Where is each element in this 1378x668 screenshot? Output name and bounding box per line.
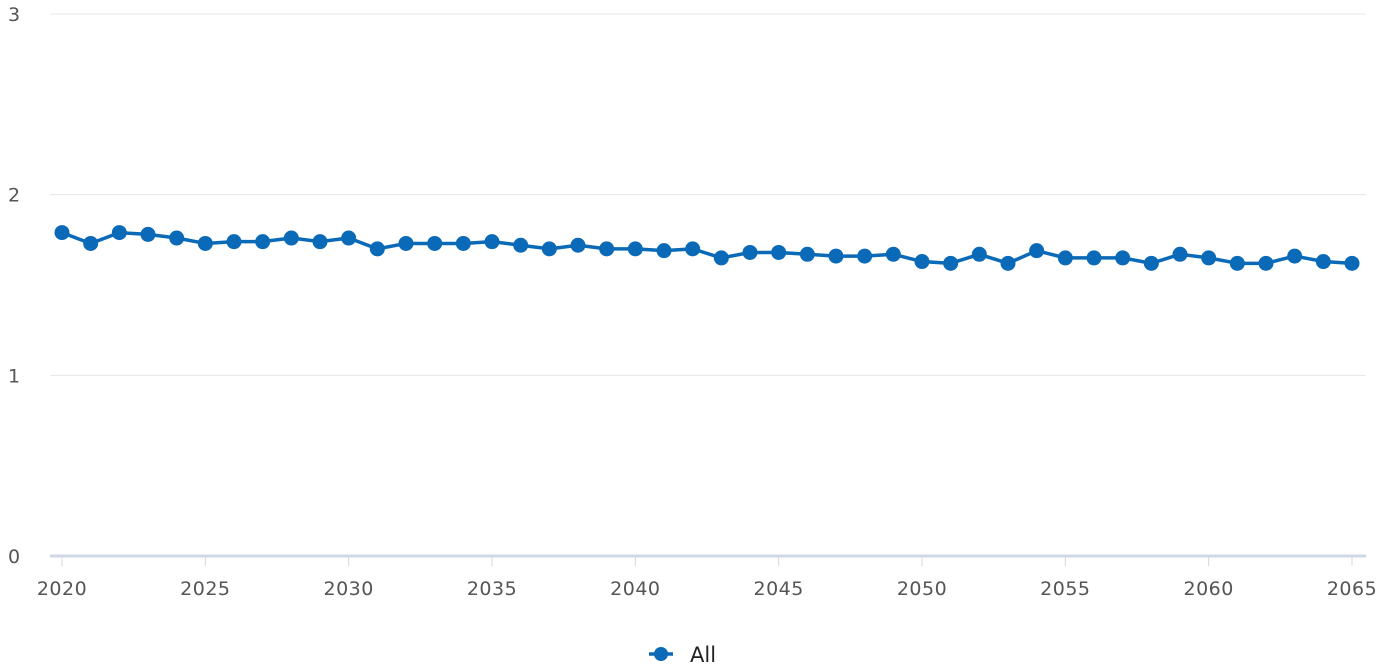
data-point-2049[interactable] [885, 246, 901, 262]
data-point-2045[interactable] [771, 244, 787, 260]
x-tick-label: 2060 [1183, 578, 1233, 600]
x-tick-label: 2025 [180, 578, 230, 600]
data-point-2020[interactable] [54, 225, 70, 241]
data-point-2052[interactable] [971, 246, 987, 262]
grid-lines [50, 13, 1366, 376]
data-point-2032[interactable] [398, 235, 414, 251]
data-point-2051[interactable] [943, 255, 959, 271]
data-point-2023[interactable] [140, 226, 156, 242]
data-point-2062[interactable] [1258, 255, 1274, 271]
x-tick-label: 2030 [323, 578, 373, 600]
data-point-2022[interactable] [111, 225, 127, 241]
data-point-2034[interactable] [455, 235, 471, 251]
series-layer [54, 225, 1360, 271]
data-point-2037[interactable] [541, 241, 557, 257]
data-point-2040[interactable] [627, 241, 643, 257]
data-point-2042[interactable] [685, 241, 701, 257]
data-point-2064[interactable] [1315, 254, 1331, 270]
data-point-2026[interactable] [226, 234, 242, 250]
data-point-2056[interactable] [1086, 250, 1102, 266]
data-point-2031[interactable] [369, 241, 385, 257]
data-point-2038[interactable] [570, 237, 586, 253]
data-point-2039[interactable] [599, 241, 615, 257]
data-point-2043[interactable] [713, 250, 729, 266]
data-point-2057[interactable] [1115, 250, 1131, 266]
data-point-2054[interactable] [1029, 243, 1045, 259]
series-line-0 [60, 230, 1354, 266]
data-point-2055[interactable] [1057, 250, 1073, 266]
data-point-2041[interactable] [656, 243, 672, 259]
data-point-2044[interactable] [742, 244, 758, 260]
data-point-2053[interactable] [1000, 255, 1016, 271]
data-point-2028[interactable] [283, 230, 299, 246]
x-tick-label: 2065 [1327, 578, 1377, 600]
data-point-2035[interactable] [484, 234, 500, 250]
data-point-2036[interactable] [513, 237, 529, 253]
legend-item-label[interactable]: All [690, 643, 716, 667]
data-point-2025[interactable] [197, 235, 213, 251]
data-point-2060[interactable] [1201, 250, 1217, 266]
legend-marker-symbol [654, 647, 668, 661]
data-point-2030[interactable] [341, 230, 357, 246]
data-point-2048[interactable] [857, 248, 873, 264]
y-tick-label: 3 [8, 4, 21, 26]
x-tick-label: 2020 [37, 578, 87, 600]
data-point-2063[interactable] [1287, 248, 1303, 264]
data-point-2027[interactable] [255, 234, 271, 250]
x-axis: 2020 2025 2030 2035 2040 2045 2050 2055 2060 2065 [37, 554, 1377, 600]
x-tick-label: 2040 [610, 578, 660, 600]
x-tick-label: 2055 [1040, 578, 1090, 600]
data-point-2065[interactable] [1344, 255, 1360, 271]
data-point-2029[interactable] [312, 234, 328, 250]
data-point-2024[interactable] [169, 230, 185, 246]
data-point-2050[interactable] [914, 254, 930, 270]
data-point-2046[interactable] [799, 246, 815, 262]
data-point-2033[interactable] [427, 235, 443, 251]
y-tick-label: 0 [8, 546, 21, 568]
x-tick-label: 2050 [897, 578, 947, 600]
legend[interactable]: All [649, 643, 716, 667]
data-point-2059[interactable] [1172, 246, 1188, 262]
y-axis: 0 1 2 3 [8, 4, 21, 568]
data-point-2047[interactable] [828, 248, 844, 264]
data-point-2021[interactable] [83, 235, 99, 251]
y-tick-label: 1 [8, 365, 21, 387]
x-tick-label: 2035 [467, 578, 517, 600]
data-point-2058[interactable] [1143, 255, 1159, 271]
x-tick-label: 2045 [753, 578, 803, 600]
data-point-2061[interactable] [1229, 255, 1245, 271]
y-tick-label: 2 [8, 185, 21, 207]
